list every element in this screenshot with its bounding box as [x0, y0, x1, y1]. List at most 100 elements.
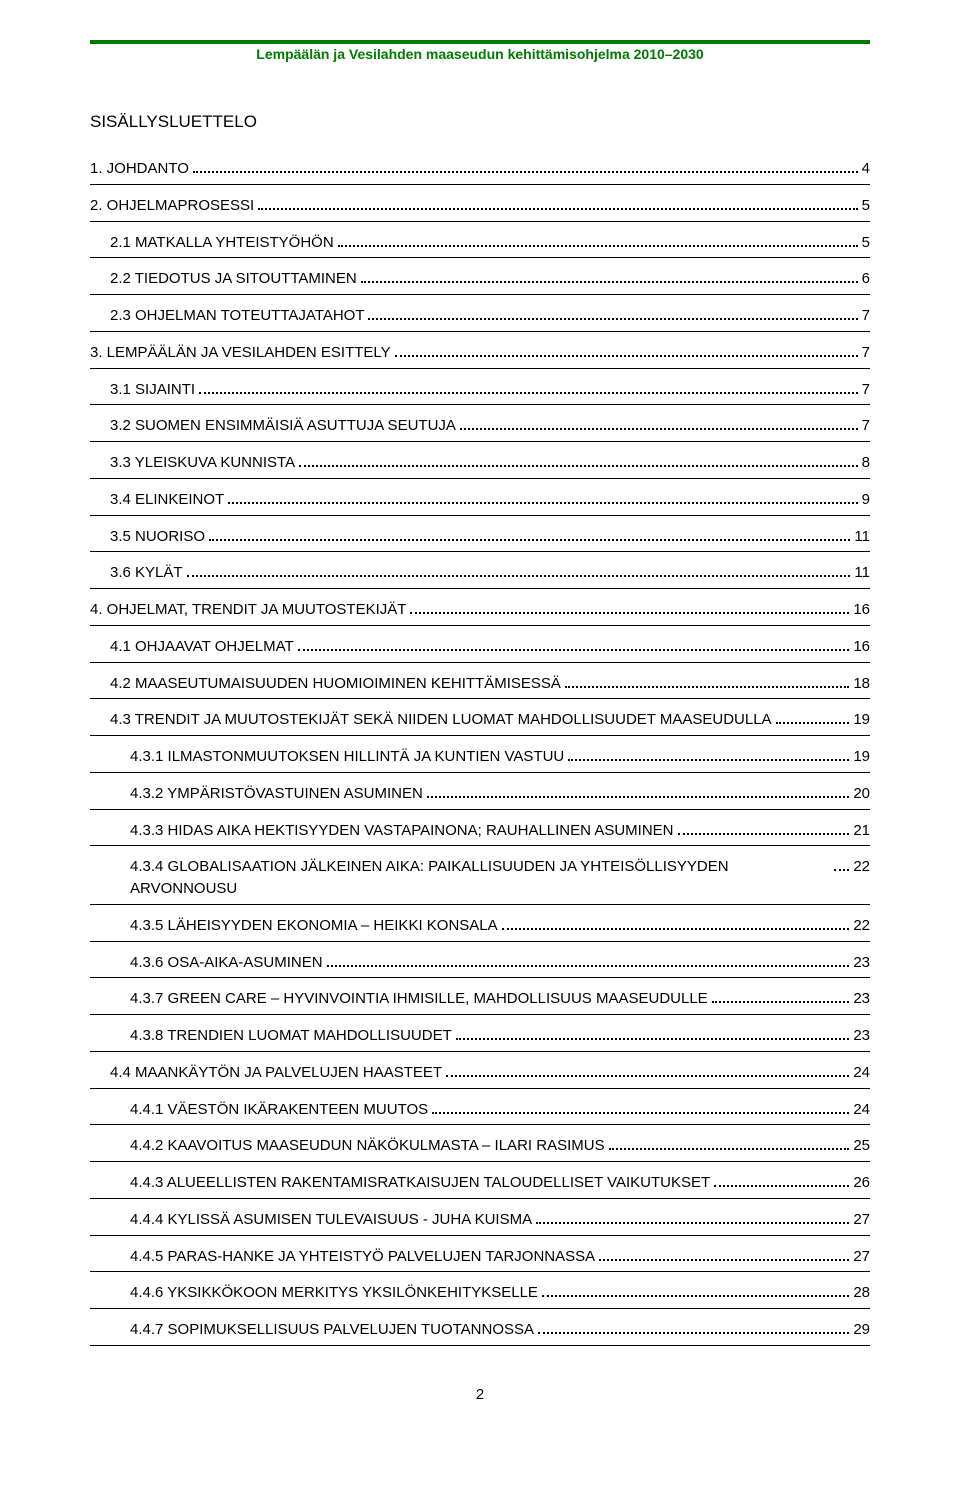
- toc-entry-page: 26: [853, 1172, 870, 1194]
- page-number: 2: [90, 1386, 870, 1403]
- toc-entry-label: 3.4 ELINKEINOT: [110, 489, 224, 511]
- toc-container: 1. JOHDANTO42. OHJELMAPROSESSI52.1 MATKA…: [90, 158, 870, 1346]
- toc-leader-dots: [609, 1143, 850, 1151]
- toc-entry-label: 3.2 SUOMEN ENSIMMÄISIÄ ASUTTUJA SEUTUJA: [110, 415, 456, 437]
- toc-entry: 2.2 TIEDOTUS JA SITOUTTAMINEN 6: [90, 268, 870, 295]
- toc-entry: 3.6 KYLÄT11: [90, 562, 870, 589]
- toc-entry-page: 9: [862, 489, 870, 511]
- toc-entry-label: 2. OHJELMAPROSESSI: [90, 195, 254, 217]
- toc-entry-label: 4.3.3 HIDAS AIKA HEKTISYYDEN VASTAPAINON…: [130, 820, 674, 842]
- toc-entry-label: 4.1 OHJAAVAT OHJELMAT: [110, 636, 294, 658]
- toc-entry-page: 5: [862, 232, 870, 254]
- toc-entry-label: 4.3.4 GLOBALISAATION JÄLKEINEN AIKA: PAI…: [130, 856, 830, 900]
- toc-entry-label: 2.1 MATKALLA YHTEISTYÖHÖN: [110, 232, 334, 254]
- toc-entry-label: 4.4.4 KYLISSÄ ASUMISEN TULEVAISUUS - JUH…: [130, 1209, 532, 1231]
- toc-leader-dots: [427, 790, 849, 798]
- toc-entry-page: 8: [862, 452, 870, 474]
- toc-leader-dots: [209, 533, 850, 541]
- toc-entry-page: 7: [862, 305, 870, 327]
- toc-leader-dots: [338, 239, 858, 247]
- toc-leader-dots: [327, 959, 850, 967]
- toc-entry-label: 4.3.1 ILMASTONMUUTOKSEN HILLINTÄ JA KUNT…: [130, 746, 564, 768]
- toc-entry-label: 4. OHJELMAT, TRENDIT JA MUUTOSTEKIJÄT: [90, 599, 406, 621]
- toc-entry-label: 4.2 MAASEUTUMAISUUDEN HUOMIOIMINEN KEHIT…: [110, 673, 561, 695]
- toc-entry: 4.3.2 YMPÄRISTÖVASTUINEN ASUMINEN 20: [90, 783, 870, 810]
- toc-leader-dots: [536, 1216, 849, 1224]
- toc-entry-page: 11: [854, 526, 870, 548]
- toc-entry-page: 24: [853, 1062, 870, 1084]
- toc-leader-dots: [187, 570, 851, 578]
- toc-entry: 4.3.5 LÄHEISYYDEN EKONOMIA – HEIKKI KONS…: [90, 915, 870, 942]
- toc-leader-dots: [193, 166, 858, 174]
- toc-entry-page: 22: [853, 915, 870, 937]
- toc-entry: 4. OHJELMAT, TRENDIT JA MUUTOSTEKIJÄT 16: [90, 599, 870, 626]
- toc-entry-page: 7: [862, 379, 870, 401]
- header-title: Lempäälän ja Vesilahden maaseudun kehitt…: [90, 46, 870, 62]
- toc-entry: 4.3.1 ILMASTONMUUTOKSEN HILLINTÄ JA KUNT…: [90, 746, 870, 773]
- toc-entry: 3. LEMPÄÄLÄN JA VESILAHDEN ESITTELY7: [90, 342, 870, 369]
- toc-entry-label: 2.2 TIEDOTUS JA SITOUTTAMINEN: [110, 268, 357, 290]
- toc-entry: 3.2 SUOMEN ENSIMMÄISIÄ ASUTTUJA SEUTUJA7: [90, 415, 870, 442]
- toc-entry-page: 5: [862, 195, 870, 217]
- toc-entry: 4.3 TRENDIT JA MUUTOSTEKIJÄT SEKÄ NIIDEN…: [90, 709, 870, 736]
- header-rule: [90, 40, 870, 44]
- toc-entry: 4.1 OHJAAVAT OHJELMAT 16: [90, 636, 870, 663]
- toc-entry-label: 4.3 TRENDIT JA MUUTOSTEKIJÄT SEKÄ NIIDEN…: [110, 709, 772, 731]
- toc-leader-dots: [565, 680, 849, 688]
- toc-entry-page: 19: [853, 709, 870, 731]
- toc-entry-page: 23: [853, 952, 870, 974]
- toc-leader-dots: [776, 717, 850, 725]
- toc-entry-page: 19: [853, 746, 870, 768]
- toc-leader-dots: [456, 1033, 850, 1041]
- toc-entry: 2. OHJELMAPROSESSI 5: [90, 195, 870, 222]
- toc-entry-page: 24: [853, 1099, 870, 1121]
- toc-entry-page: 16: [853, 599, 870, 621]
- toc-entry: 2.1 MATKALLA YHTEISTYÖHÖN 5: [90, 232, 870, 259]
- toc-leader-dots: [368, 313, 857, 321]
- toc-title: SISÄLLYSLUETTELO: [90, 112, 870, 132]
- toc-entry-label: 4.3.2 YMPÄRISTÖVASTUINEN ASUMINEN: [130, 783, 423, 805]
- toc-leader-dots: [834, 864, 849, 872]
- toc-entry-page: 20: [853, 783, 870, 805]
- toc-entry-page: 28: [853, 1282, 870, 1304]
- toc-leader-dots: [432, 1106, 849, 1114]
- toc-entry: 2.3 OHJELMAN TOTEUTTAJATAHOT 7: [90, 305, 870, 332]
- toc-entry: 4.3.4 GLOBALISAATION JÄLKEINEN AIKA: PAI…: [90, 856, 870, 905]
- toc-entry: 3.3 YLEISKUVA KUNNISTA 8: [90, 452, 870, 479]
- toc-entry-label: 4.4.1 VÄESTÖN IKÄRAKENTEEN MUUTOS: [130, 1099, 428, 1121]
- toc-entry-page: 16: [853, 636, 870, 658]
- toc-entry-page: 23: [853, 988, 870, 1010]
- toc-leader-dots: [460, 423, 858, 431]
- toc-entry-page: 18: [853, 673, 870, 695]
- toc-leader-dots: [502, 922, 850, 930]
- toc-entry-label: 4.3.8 TRENDIEN LUOMAT MAHDOLLISUUDET: [130, 1025, 452, 1047]
- toc-entry-label: 2.3 OHJELMAN TOTEUTTAJATAHOT: [110, 305, 364, 327]
- toc-entry-label: 4.3.5 LÄHEISYYDEN EKONOMIA – HEIKKI KONS…: [130, 915, 498, 937]
- toc-entry-page: 27: [853, 1246, 870, 1268]
- toc-entry-page: 21: [853, 820, 870, 842]
- toc-entry-label: 3.5 NUORISO: [110, 526, 205, 548]
- toc-entry: 4.3.6 OSA-AIKA-ASUMINEN23: [90, 952, 870, 979]
- toc-leader-dots: [568, 754, 849, 762]
- toc-leader-dots: [395, 349, 858, 357]
- toc-entry-page: 27: [853, 1209, 870, 1231]
- toc-leader-dots: [410, 607, 849, 615]
- toc-entry-label: 4.4.6 YKSIKKÖKOON MERKITYS YKSILÖNKEHITY…: [130, 1282, 538, 1304]
- toc-entry-label: 1. JOHDANTO: [90, 158, 189, 180]
- toc-entry: 4.4.4 KYLISSÄ ASUMISEN TULEVAISUUS - JUH…: [90, 1209, 870, 1236]
- toc-entry-page: 23: [853, 1025, 870, 1047]
- toc-entry-page: 25: [853, 1135, 870, 1157]
- toc-entry: 4.4.5 PARAS-HANKE JA YHTEISTYÖ PALVELUJE…: [90, 1246, 870, 1273]
- toc-entry-page: 6: [862, 268, 870, 290]
- toc-leader-dots: [714, 1180, 849, 1188]
- toc-leader-dots: [599, 1253, 849, 1261]
- toc-entry: 4.4.7 SOPIMUKSELLISUUS PALVELUJEN TUOTAN…: [90, 1319, 870, 1346]
- toc-leader-dots: [199, 386, 858, 394]
- toc-entry: 4.4.2 KAAVOITUS MAASEUDUN NÄKÖKULMASTA –…: [90, 1135, 870, 1162]
- toc-entry-label: 3.1 SIJAINTI: [110, 379, 195, 401]
- toc-entry-label: 3.6 KYLÄT: [110, 562, 183, 584]
- toc-entry: 4.2 MAASEUTUMAISUUDEN HUOMIOIMINEN KEHIT…: [90, 673, 870, 700]
- toc-entry: 3.5 NUORISO 11: [90, 526, 870, 553]
- toc-entry-label: 3.3 YLEISKUVA KUNNISTA: [110, 452, 295, 474]
- toc-leader-dots: [712, 996, 850, 1004]
